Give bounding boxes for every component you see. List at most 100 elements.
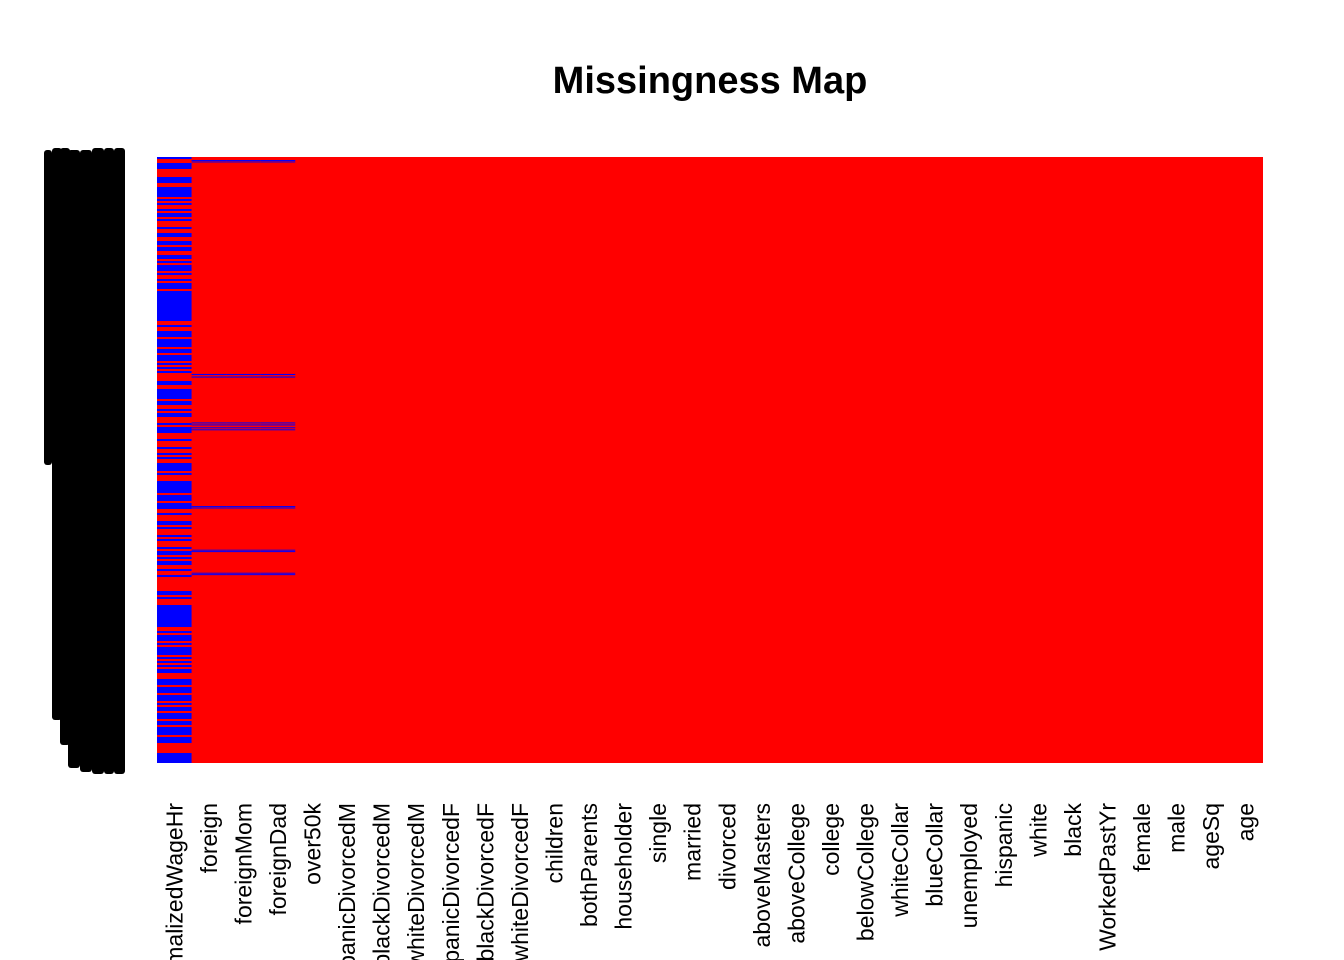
row-label-mass	[44, 150, 52, 465]
missing-cell	[157, 371, 192, 373]
missing-cell	[157, 715, 192, 717]
missing-cell	[157, 679, 192, 681]
missing-cell	[157, 723, 192, 725]
missing-band	[226, 424, 261, 426]
missing-cell	[157, 283, 192, 285]
missing-cell	[157, 313, 192, 315]
chart-title: Missingness Map	[553, 60, 868, 102]
missing-cell	[157, 653, 192, 655]
missing-cell	[157, 177, 192, 179]
variable-label: aboveCollege	[783, 803, 809, 944]
missing-cell	[157, 315, 192, 317]
variable-label: whiteCollar	[887, 803, 913, 918]
missing-cell	[157, 279, 192, 281]
missing-cell	[157, 195, 192, 197]
missing-cell	[157, 649, 192, 651]
missing-cell	[157, 753, 192, 755]
missing-cell	[157, 331, 192, 333]
missing-cell	[157, 235, 192, 237]
variable-label: whiteDivorcedF	[507, 803, 533, 960]
missing-cell	[157, 463, 192, 465]
missing-cell	[157, 265, 192, 267]
missing-cell	[157, 681, 192, 683]
missing-cell	[157, 661, 192, 663]
missing-cell	[157, 427, 192, 429]
missing-cell	[157, 551, 192, 553]
missing-cell	[157, 491, 192, 493]
row-label-mass	[92, 148, 104, 774]
missing-cell	[157, 553, 192, 555]
variable-label: black	[1060, 803, 1086, 857]
missing-cell	[157, 721, 192, 723]
missing-cell	[157, 687, 192, 689]
variable-label: householder	[611, 803, 637, 930]
missing-cell	[157, 243, 192, 245]
missing-cell	[157, 707, 192, 709]
missing-cell	[157, 563, 192, 565]
missing-cell	[157, 569, 192, 571]
missing-cell	[157, 383, 192, 385]
row-label-mass	[104, 148, 114, 774]
missing-cell	[157, 319, 192, 321]
missing-cell	[157, 561, 192, 563]
missing-cell	[157, 333, 192, 335]
variable-label: ageSq	[1198, 803, 1224, 870]
variable-label: whiteDivorcedM	[403, 803, 429, 960]
missing-cell	[157, 191, 192, 193]
missing-band	[226, 572, 261, 574]
missing-cell	[157, 699, 192, 701]
missing-cell	[157, 431, 192, 433]
missing-cell	[157, 547, 192, 549]
row-label-mass	[52, 148, 62, 720]
missing-cell	[157, 215, 192, 217]
missing-cell	[157, 609, 192, 611]
missing-band	[226, 161, 261, 163]
missing-cell	[157, 241, 192, 243]
missing-band	[191, 424, 227, 426]
missing-cell	[157, 535, 192, 537]
missing-cell	[157, 343, 192, 345]
missing-cell	[157, 499, 192, 501]
missing-cell	[157, 597, 192, 599]
missing-cell	[157, 291, 192, 293]
missing-band	[191, 572, 227, 574]
variable-label: college	[818, 803, 844, 876]
missing-cell	[157, 285, 192, 287]
missing-cell	[157, 615, 192, 617]
missing-band	[260, 161, 296, 163]
missing-cell	[157, 759, 192, 761]
missing-band	[260, 551, 296, 553]
missing-cell	[157, 539, 192, 541]
missing-cell	[157, 345, 192, 347]
missing-cell	[157, 605, 192, 607]
missing-band	[260, 549, 296, 551]
missing-band	[260, 160, 296, 162]
missing-band	[191, 422, 227, 424]
missing-cell	[157, 703, 192, 705]
missing-cell	[157, 209, 192, 211]
missing-cell	[157, 733, 192, 735]
missing-band	[226, 429, 261, 431]
missing-cell	[157, 485, 192, 487]
missing-band	[191, 507, 227, 509]
missing-cell	[157, 261, 192, 263]
variable-label: hispanicDivorcedM	[334, 803, 360, 960]
variable-label: divorced	[714, 803, 740, 890]
missing-cell	[157, 647, 192, 649]
variable-label: bothParents	[576, 803, 602, 927]
missing-band	[260, 422, 296, 424]
variable-label: normalizedWageHr	[161, 803, 187, 960]
missing-cell	[157, 293, 192, 295]
missing-cell	[157, 299, 192, 301]
missing-band	[226, 574, 261, 576]
variable-label: foreignDad	[265, 803, 291, 916]
missing-cell	[157, 335, 192, 337]
missing-cell	[157, 255, 192, 257]
missing-cell	[157, 393, 192, 395]
missing-cell	[157, 303, 192, 305]
row-label-mass	[68, 150, 80, 768]
variable-label: age	[1233, 803, 1259, 841]
missing-cell	[157, 213, 192, 215]
missing-band	[191, 574, 227, 576]
